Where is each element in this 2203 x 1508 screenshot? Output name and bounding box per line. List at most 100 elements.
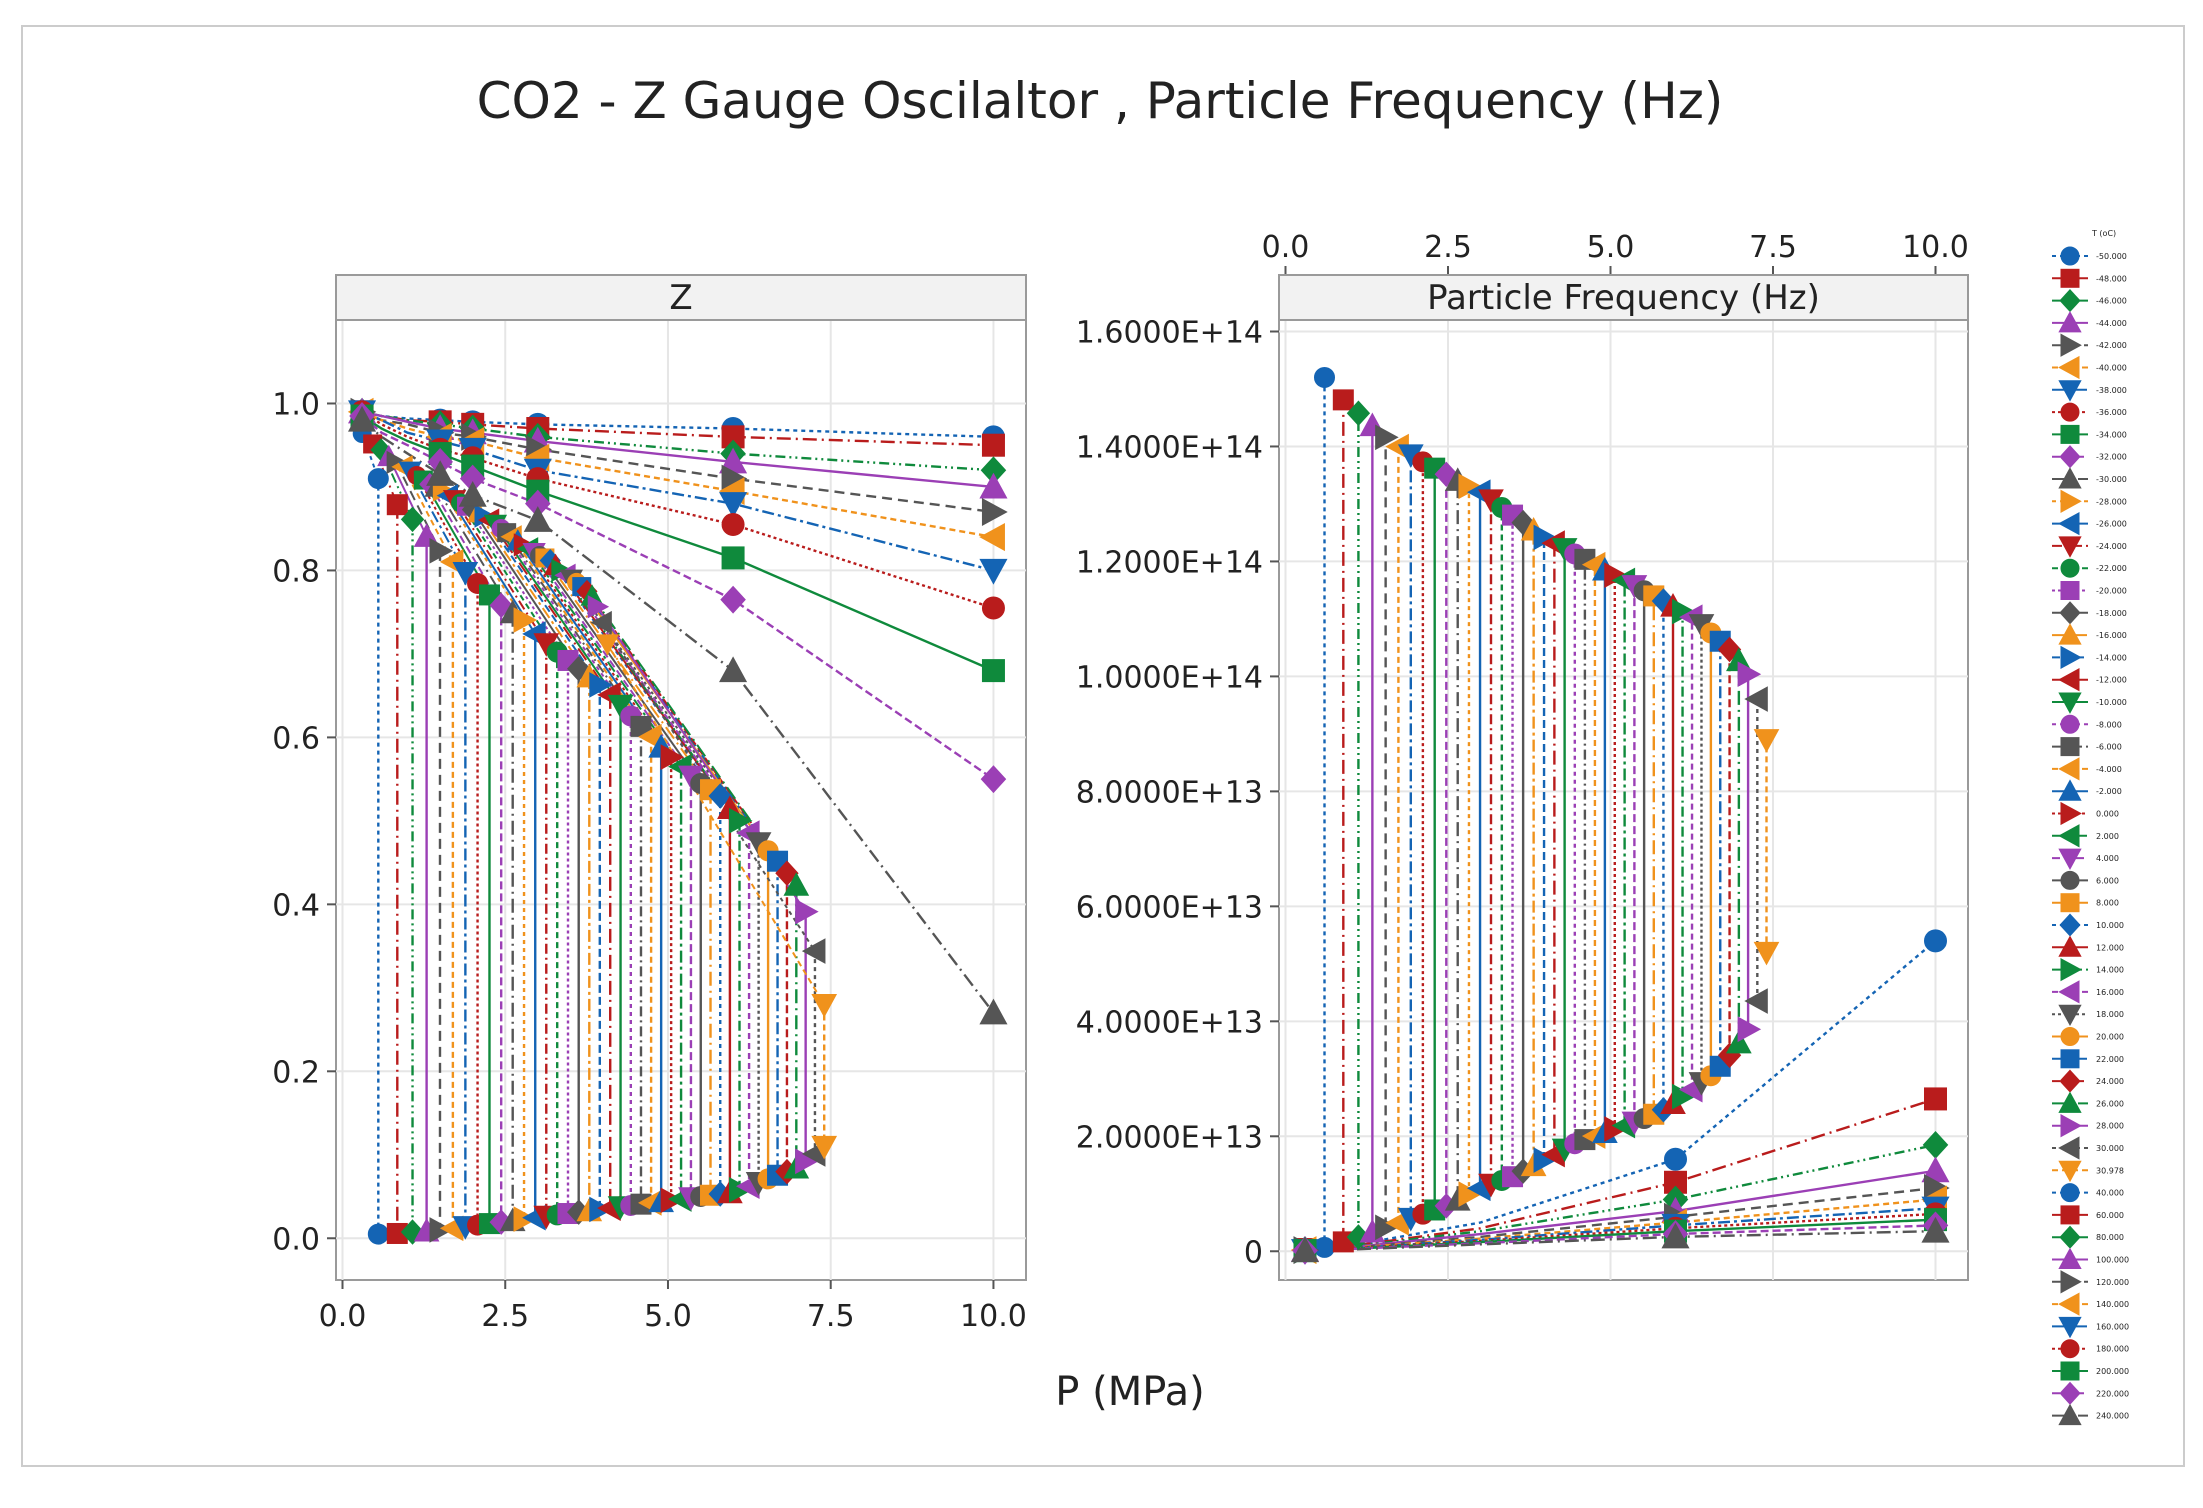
panel-z: 0.0 0.2 0.4 0.6 0.8 1.0 0.0 2.5 5.0 7.5 10.0 Z bbox=[272, 274, 1027, 1334]
series-marker-30.000 bbox=[1744, 988, 1768, 1014]
legend-label: 120.000 bbox=[2096, 1278, 2129, 1287]
series-marker-200.000 bbox=[981, 659, 1005, 683]
series-marker-240.000 bbox=[719, 656, 748, 683]
x-tick-label: 7.5 bbox=[807, 1299, 855, 1334]
series-marker-60.000 bbox=[1924, 1087, 1947, 1111]
y-tick-label: 1.0000E+14 bbox=[1076, 660, 1263, 695]
x-tick-label: 2.5 bbox=[1424, 230, 1472, 265]
legend-label: 60.000 bbox=[2096, 1211, 2124, 1220]
series-marker-40.000 bbox=[1664, 1147, 1687, 1171]
legend-swatch-marker bbox=[2060, 268, 2080, 288]
y-tick-label: 0.0 bbox=[272, 1222, 320, 1257]
legend-swatch-marker bbox=[2058, 355, 2080, 380]
series-marker--42.000 bbox=[1375, 1214, 1399, 1241]
legend-label: 240.000 bbox=[2096, 1412, 2129, 1421]
y-tick-label: 0 bbox=[1244, 1235, 1263, 1270]
legend-label: 26.000 bbox=[2096, 1099, 2124, 1108]
series-marker--48.000 bbox=[386, 494, 408, 516]
series-marker-160.000 bbox=[719, 492, 748, 518]
legend-label: 80.000 bbox=[2096, 1233, 2124, 1242]
legend-label: -28.000 bbox=[2096, 497, 2127, 506]
legend-swatch-marker bbox=[2058, 1292, 2080, 1316]
x-tick-label: 10.0 bbox=[1902, 230, 1969, 265]
legend-label: 30.978 bbox=[2096, 1166, 2124, 1175]
series-marker-0.000 bbox=[660, 744, 685, 770]
legend-label: -24.000 bbox=[2096, 542, 2127, 551]
legend-label: -16.000 bbox=[2096, 631, 2127, 640]
series-markers bbox=[1290, 366, 1950, 1265]
series-line-200.000 bbox=[361, 414, 994, 672]
series-marker--42.000 bbox=[429, 1217, 454, 1243]
series-marker--32.000 bbox=[489, 592, 513, 619]
legend-swatch-marker bbox=[2060, 402, 2080, 422]
legend-swatch-marker bbox=[2060, 645, 2082, 670]
y-tick-label: 1.2000E+14 bbox=[1076, 545, 1263, 580]
series-marker-30.000 bbox=[801, 938, 826, 964]
legend-label: 12.000 bbox=[2096, 943, 2124, 952]
series-line-4.000 bbox=[533, 551, 692, 777]
series-marker--48.000 bbox=[1332, 389, 1354, 411]
series-line-180.000 bbox=[361, 410, 994, 610]
legend-swatch-marker bbox=[2058, 824, 2080, 848]
legend-label: -34.000 bbox=[2096, 430, 2127, 439]
y-tick-label: 0.6 bbox=[272, 721, 320, 756]
legend-label: -42.000 bbox=[2096, 341, 2127, 350]
y-tick-label: 1.6000E+14 bbox=[1076, 315, 1263, 350]
legend-label: -48.000 bbox=[2096, 274, 2127, 283]
series-line-0.000 bbox=[522, 544, 672, 758]
legend-swatch-marker bbox=[2058, 757, 2080, 781]
x-axis-label: P (MPa) bbox=[1055, 1369, 1204, 1415]
legend-swatch-marker bbox=[2058, 1160, 2082, 1183]
legend-swatch-marker bbox=[2058, 692, 2082, 714]
series-line--40.000 bbox=[402, 466, 454, 563]
series-line--26.000 bbox=[447, 495, 537, 635]
series-lines bbox=[361, 410, 995, 1235]
legend-swatch-marker bbox=[2060, 870, 2080, 890]
legend-label: 8.000 bbox=[2096, 899, 2119, 908]
legend-label: 22.000 bbox=[2096, 1055, 2124, 1064]
legend-label: -44.000 bbox=[2096, 319, 2127, 328]
series-marker-200.000 bbox=[721, 546, 745, 570]
legend-swatch-marker bbox=[2060, 333, 2082, 357]
legend-swatch-marker bbox=[2060, 1049, 2080, 1069]
legend-swatch-marker bbox=[2058, 311, 2082, 333]
series-line--18.000 bbox=[471, 509, 580, 670]
series-marker-240.000 bbox=[347, 405, 377, 432]
y-tick-label: 0.8 bbox=[272, 554, 320, 589]
series-marker--46.000 bbox=[400, 506, 425, 533]
legend-label: -32.000 bbox=[2096, 453, 2127, 462]
legend-label: 40.000 bbox=[2096, 1189, 2124, 1198]
series-marker-240.000 bbox=[1921, 1216, 1950, 1243]
series-marker-240.000 bbox=[523, 506, 552, 532]
y-tick-label: 4.0000E+13 bbox=[1076, 1005, 1263, 1040]
panel-header bbox=[1278, 274, 1969, 321]
legend-title: T (oC) bbox=[2091, 229, 2116, 238]
legend-label: 200.000 bbox=[2096, 1367, 2129, 1376]
series-marker-10.000 bbox=[708, 783, 732, 809]
y-tick-label: 0.4 bbox=[272, 888, 320, 923]
series-marker-28.000 bbox=[1737, 1016, 1762, 1043]
series-marker-40.000 bbox=[1924, 929, 1947, 953]
series-line-60.000 bbox=[361, 410, 994, 447]
legend-swatch-marker bbox=[2060, 1183, 2080, 1203]
legend-swatch-marker bbox=[2058, 779, 2082, 801]
legend-label: -20.000 bbox=[2096, 587, 2127, 596]
series-marker-240.000 bbox=[1661, 1222, 1690, 1249]
legend-swatch-marker bbox=[2058, 668, 2080, 692]
legend-swatch-marker bbox=[2058, 1004, 2082, 1027]
series-marker--14.000 bbox=[589, 672, 613, 698]
legend-label: 100.000 bbox=[2096, 1256, 2129, 1265]
series-marker-140.000 bbox=[979, 523, 1005, 552]
legend-swatch-marker bbox=[2058, 1316, 2082, 1339]
series-marker-28.000 bbox=[795, 898, 819, 925]
series-marker-240.000 bbox=[979, 998, 1008, 1025]
legend-swatch-marker bbox=[2060, 1205, 2080, 1225]
legend-swatch-marker bbox=[2060, 1027, 2080, 1046]
legend-label: 0.000 bbox=[2096, 810, 2119, 819]
x-tick-label: 2.5 bbox=[481, 1299, 529, 1334]
legend-swatch-marker bbox=[2060, 581, 2080, 600]
series-line-100.000 bbox=[361, 410, 994, 489]
legend-label: 14.000 bbox=[2096, 966, 2124, 975]
y-tick-label: 1.0 bbox=[272, 387, 320, 422]
